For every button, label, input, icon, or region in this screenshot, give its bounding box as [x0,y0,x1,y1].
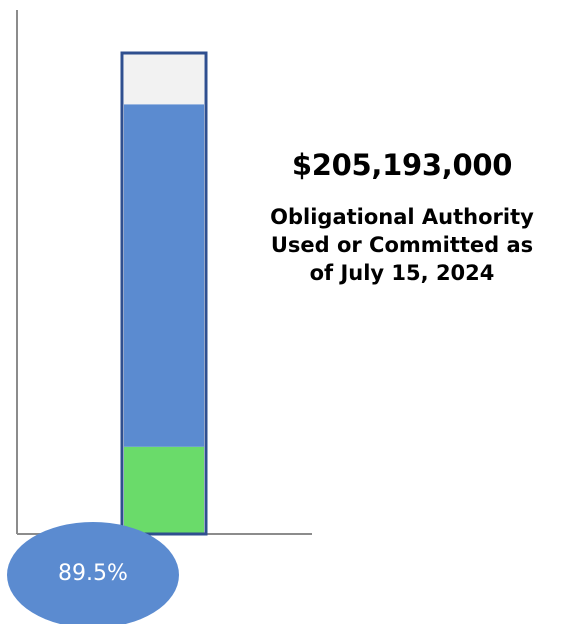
bar-segment-gray-remaining [124,54,204,105]
bar-outline [120,51,208,536]
bar-segment-green-base [124,446,204,533]
percent-badge-label: 89.5% [58,561,128,586]
percent-badge [7,522,179,624]
amount-label: $205,193,000 [291,148,513,182]
stacked-bar [124,54,204,533]
bar-segment-blue-committed [124,104,204,447]
authority-caption: Obligational Authority Used or Committed… [270,205,534,285]
